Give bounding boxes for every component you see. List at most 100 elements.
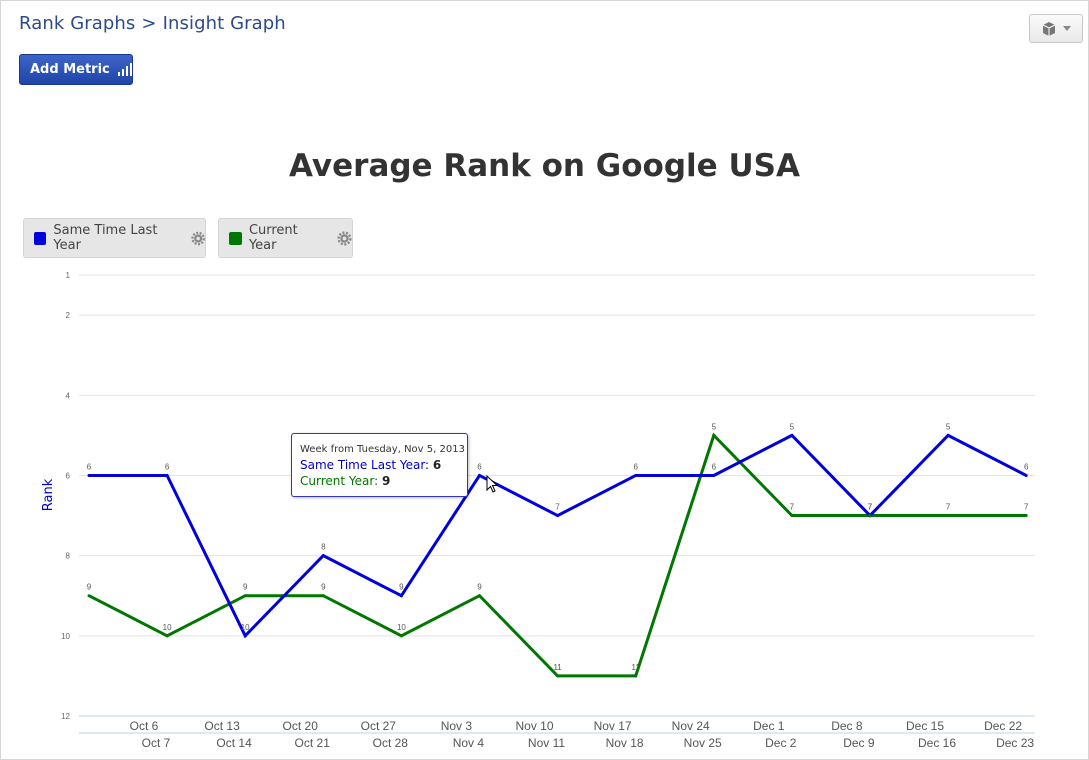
- legend-label: Current Year: [248, 223, 298, 253]
- data-label: 6: [165, 462, 170, 471]
- data-label: 6: [1024, 462, 1029, 471]
- chart-title: Average Rank on Google USA: [289, 148, 800, 184]
- data-point: [790, 514, 794, 518]
- x-tick-label: Nov 17: [594, 719, 632, 733]
- y-tick-label: 2: [66, 311, 71, 320]
- data-point: [399, 634, 403, 638]
- y-tick-label: 8: [66, 552, 71, 561]
- data-label: 10: [163, 623, 172, 632]
- x-tick-label: Oct 27: [361, 719, 397, 733]
- data-label: 11: [632, 663, 641, 672]
- settings-dropdown-button[interactable]: [1029, 14, 1083, 43]
- tooltip-series-1-label: Current Year: [300, 474, 375, 488]
- data-label: 7: [868, 503, 873, 512]
- x-tick-label: Dec 8: [831, 719, 863, 733]
- gear-icon[interactable]: [191, 231, 205, 246]
- x-tick-label: Oct 6: [130, 719, 159, 733]
- x-tick-label: Dec 15: [906, 719, 944, 733]
- data-point: [243, 634, 247, 638]
- tooltip-series-1-value: 9: [381, 474, 391, 488]
- data-label: 7: [868, 503, 873, 512]
- data-label: 9: [321, 583, 326, 592]
- x-tick-label-secondary: Dec 2: [765, 736, 797, 750]
- x-tick-label-secondary: Oct 14: [216, 736, 252, 750]
- x-tick-label-secondary: Oct 7: [142, 736, 171, 750]
- x-tick-label: Nov 10: [515, 719, 553, 733]
- data-label: 6: [712, 462, 717, 471]
- mouse-cursor-icon: [486, 475, 499, 493]
- data-label: 11: [553, 663, 562, 672]
- data-point: [478, 594, 481, 598]
- data-point: [712, 473, 716, 477]
- breadcrumb-rank-graphs-link[interactable]: Rank Graphs: [19, 13, 136, 34]
- x-tick-label: Dec 22: [984, 719, 1022, 733]
- cube-icon: [1042, 21, 1056, 36]
- y-axis-label: Rank: [41, 478, 56, 511]
- data-label: 6: [477, 462, 482, 471]
- data-label: 7: [1024, 503, 1029, 512]
- data-point: [712, 433, 716, 437]
- data-point: [556, 674, 560, 678]
- data-point: [946, 433, 950, 437]
- gear-icon[interactable]: [337, 230, 352, 246]
- data-point: [87, 473, 91, 477]
- data-point: [1024, 514, 1028, 518]
- legend-label: Same Time Last Year: [53, 223, 158, 253]
- x-tick-label-secondary: Dec 23: [996, 736, 1034, 750]
- series-line: [89, 433, 1027, 639]
- tooltip-series-0-label: Same Time Last Year: [300, 458, 426, 472]
- data-label: 6: [87, 462, 92, 471]
- x-tick-label-secondary: Dec 9: [843, 736, 875, 750]
- x-tick-label: Nov 24: [672, 719, 710, 733]
- chevron-down-icon: [1063, 26, 1071, 31]
- add-metric-button[interactable]: Add Metric: [19, 54, 133, 85]
- data-label: 9: [477, 583, 482, 592]
- x-tick-label-secondary: Nov 4: [453, 736, 485, 750]
- data-point: [478, 473, 481, 477]
- tooltip-header: Week from Tuesday, Nov 5, 2013: [300, 444, 465, 455]
- data-label: 9: [399, 583, 404, 592]
- legend-swatch: [229, 231, 242, 245]
- chart-tooltip: Week from Tuesday, Nov 5, 2013 Same Time…: [291, 433, 468, 497]
- x-tick-label: Oct 13: [204, 719, 240, 733]
- data-label: 5: [946, 422, 951, 431]
- data-point: [165, 473, 169, 477]
- data-label: 7: [790, 503, 795, 512]
- data-point: [634, 674, 638, 678]
- data-point: [165, 634, 169, 638]
- tooltip-series-0-value: 6: [432, 458, 442, 472]
- x-tick-label: Oct 20: [283, 719, 319, 733]
- data-point: [1024, 473, 1028, 477]
- data-point: [399, 594, 403, 598]
- y-tick-label: 4: [66, 391, 71, 400]
- y-tick-label: 1: [66, 271, 71, 280]
- data-point: [321, 594, 325, 598]
- x-tick-label-secondary: Dec 16: [918, 736, 956, 750]
- data-point: [946, 514, 950, 518]
- data-label: 9: [87, 583, 92, 592]
- x-tick-label-secondary: Nov 18: [606, 736, 644, 750]
- x-tick-label-secondary: Oct 21: [295, 736, 331, 750]
- data-label: 6: [633, 462, 638, 471]
- data-point: [556, 514, 560, 518]
- y-tick-label: 10: [61, 632, 70, 641]
- x-tick-label-secondary: Nov 11: [528, 736, 565, 750]
- breadcrumb-separator: >: [141, 13, 157, 34]
- x-tick-label: Nov 3: [441, 719, 473, 733]
- legend-item-current-year[interactable]: Current Year: [218, 218, 353, 258]
- x-tick-label-secondary: Oct 28: [373, 736, 409, 750]
- breadcrumb: Rank Graphs > Insight Graph: [19, 13, 286, 34]
- data-label: 10: [397, 623, 406, 632]
- legend-item-same-time-last-year[interactable]: Same Time Last Year: [23, 218, 206, 258]
- y-tick-label: 6: [66, 471, 71, 480]
- breadcrumb-current: Insight Graph: [162, 13, 286, 34]
- x-tick-label: Dec 1: [753, 719, 785, 733]
- data-point: [868, 514, 872, 518]
- data-label: 9: [243, 583, 248, 592]
- data-label: 5: [790, 422, 795, 431]
- add-metric-label: Add Metric: [30, 62, 110, 77]
- data-point: [243, 594, 247, 598]
- y-tick-label: 12: [61, 712, 70, 721]
- data-point: [634, 473, 638, 477]
